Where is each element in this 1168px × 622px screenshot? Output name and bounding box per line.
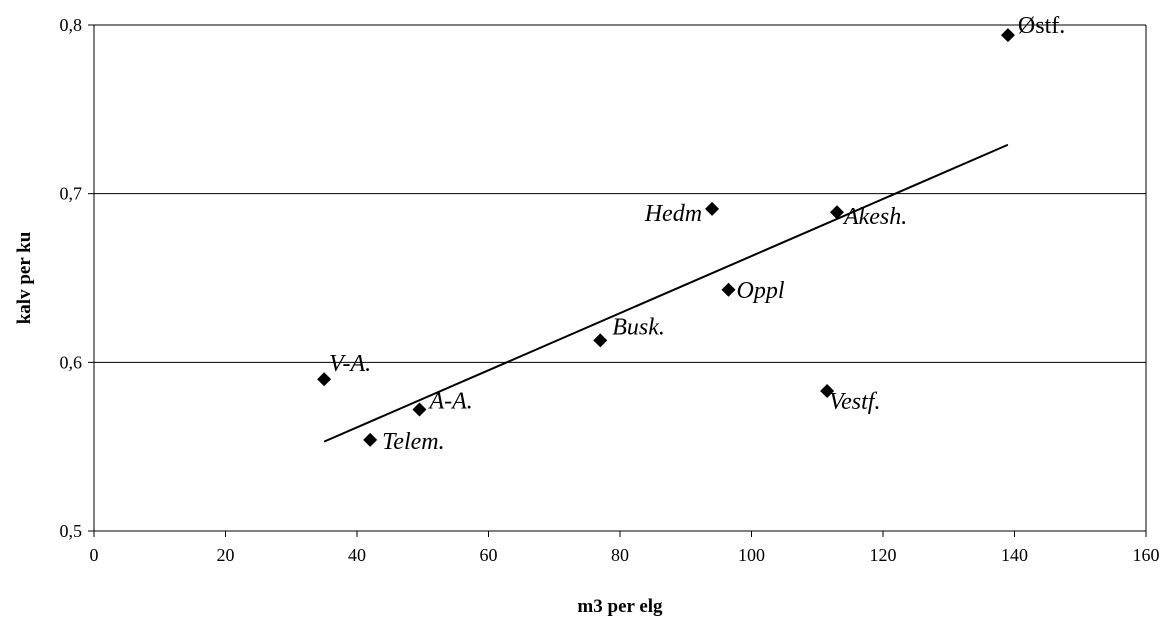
x-tick-label: 60 — [480, 545, 498, 565]
y-tick-label: 0,7 — [60, 184, 83, 204]
point-label: V-A. — [329, 351, 371, 377]
x-tick-label: 100 — [738, 545, 765, 565]
grid-lines — [94, 24, 1146, 363]
x-tick-label: 120 — [870, 545, 897, 565]
x-tick-label: 0 — [90, 545, 99, 565]
x-tick-label: 160 — [1133, 545, 1160, 565]
y-tick-label: 0,6 — [60, 352, 83, 372]
point-label: Østf. — [1018, 13, 1065, 39]
point-label: Telem. — [382, 429, 444, 455]
trendline — [323, 143, 1009, 443]
data-point — [820, 384, 835, 399]
x-tick-label: 140 — [1001, 545, 1028, 565]
data-point — [829, 205, 844, 220]
y-tick-label: 0,8 — [60, 15, 83, 35]
y-tick-label: 0,5 — [60, 521, 83, 541]
data-point — [721, 282, 736, 297]
point-label: Busk. — [612, 314, 665, 340]
point-label: Oppl — [736, 278, 784, 304]
point-label: A-A. — [427, 389, 472, 415]
point-label: Vestf. — [829, 389, 880, 415]
axes — [88, 24, 1147, 537]
data-point — [1000, 28, 1015, 43]
point-label: Hedm — [644, 201, 702, 227]
data-point — [593, 333, 608, 348]
tick-labels: 0,5 0,6 0,7 0,8 0 20 40 60 80 100 120 140 160 — [60, 15, 1160, 565]
x-tick-label: 80 — [611, 545, 629, 565]
x-axis-title: m3 per elg — [577, 596, 663, 617]
x-tick-label: 40 — [348, 545, 366, 565]
point-labels: V-A. A-A. Telem. Busk. Hedm Oppl Vestf. Akesh. Ø… — [329, 13, 1065, 455]
point-label: Akesh. — [842, 204, 907, 230]
data-points — [317, 28, 1015, 447]
trendline-group — [323, 143, 1009, 443]
data-point — [363, 432, 378, 447]
data-point — [412, 402, 427, 417]
y-axis-title: kalv per ku — [14, 231, 35, 324]
x-tick-label: 20 — [217, 545, 235, 565]
data-point — [705, 201, 720, 216]
data-point — [317, 372, 332, 387]
